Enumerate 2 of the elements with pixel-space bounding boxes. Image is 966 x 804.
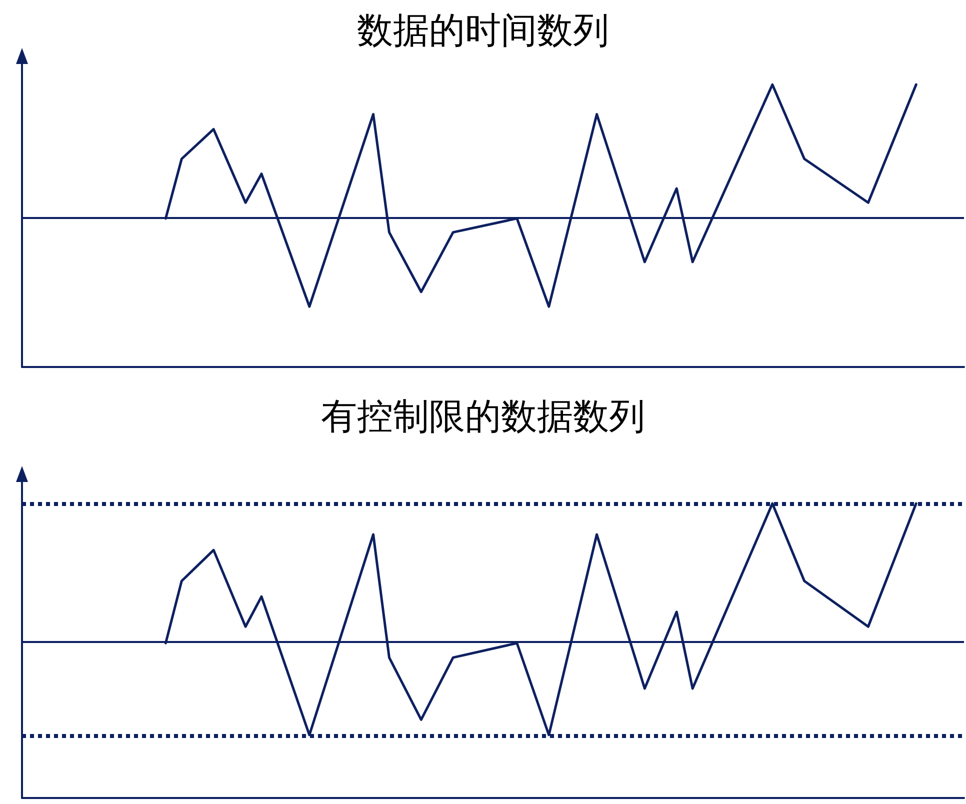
chart-title: 数据的时间数列 bbox=[357, 10, 609, 52]
chart-title: 有控制限的数据数列 bbox=[321, 396, 645, 438]
